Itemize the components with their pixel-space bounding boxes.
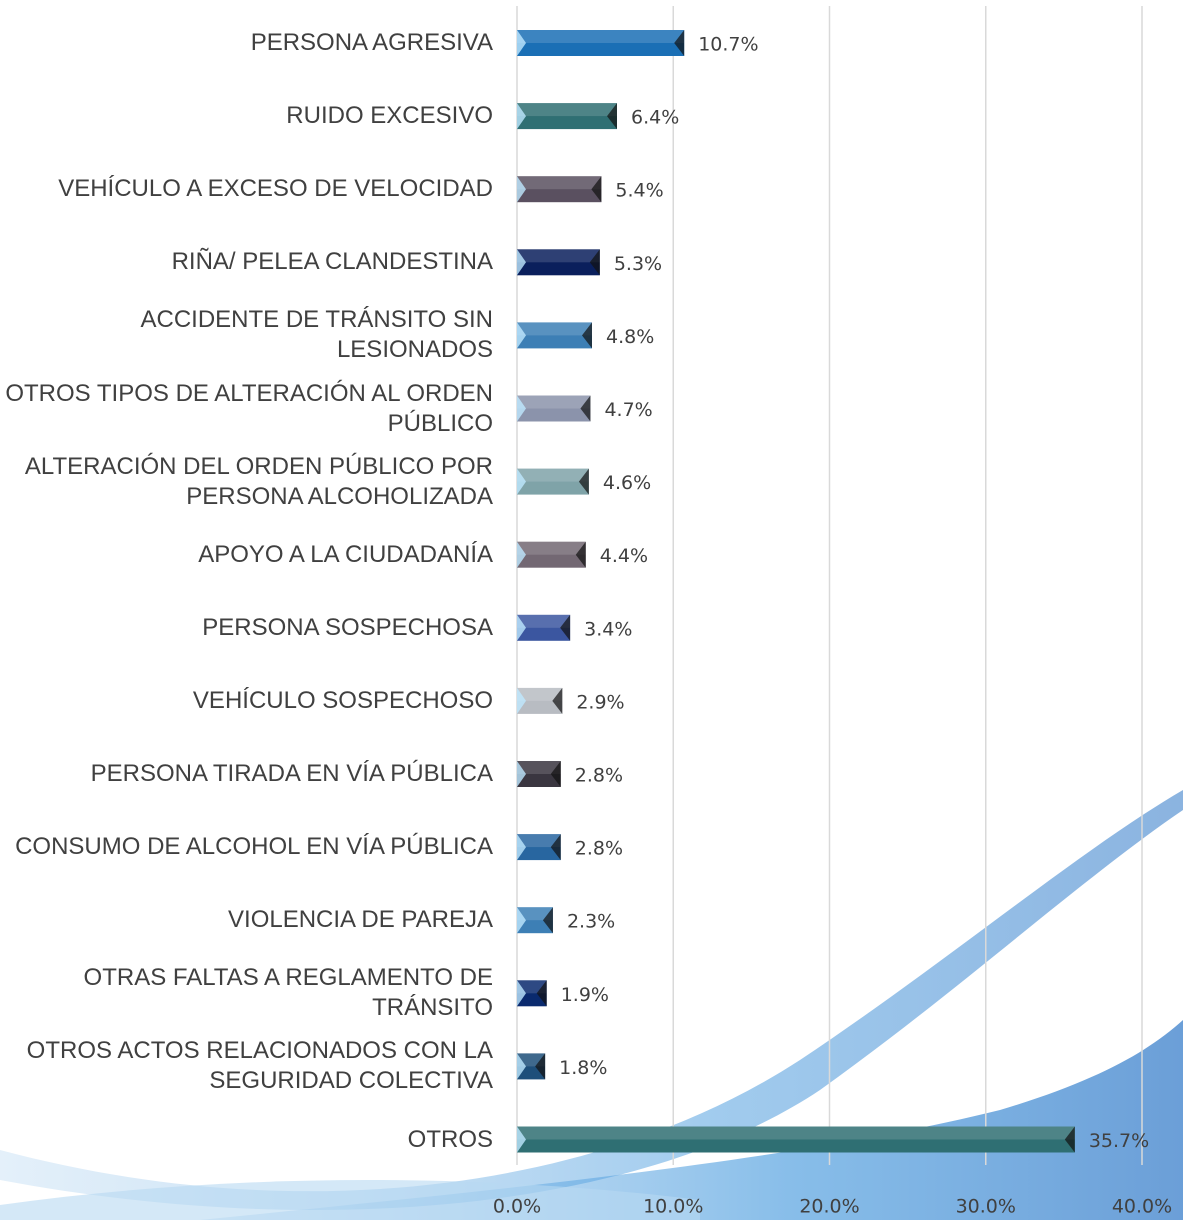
- bar-bevel-left: [517, 322, 526, 349]
- bar-highlight: [517, 761, 561, 774]
- x-tick-label: 30.0%: [956, 1196, 1016, 1218]
- bar-highlight: [517, 103, 617, 117]
- bar-highlight: [517, 30, 685, 43]
- value-label: 2.3%: [567, 911, 615, 933]
- y-tick-label: VIOLENCIA DE PAREJA: [228, 906, 493, 934]
- bar-bevel-right: [582, 322, 592, 349]
- y-tick-label: CONSUMO DE ALCOHOL EN VÍA PÚBLICA: [15, 833, 493, 861]
- value-label: 4.7%: [604, 399, 652, 421]
- value-label: 5.4%: [615, 180, 663, 202]
- bar-bevel-right: [552, 687, 563, 714]
- value-label: 3.4%: [584, 618, 632, 640]
- bar-bevel-left: [517, 1126, 526, 1153]
- bar-bevel-right: [550, 761, 561, 787]
- value-label: 2.9%: [576, 691, 624, 713]
- y-tick-label: ACCIDENTE DE TRÁNSITO SIN LESIONADOS: [140, 306, 494, 364]
- bar-bevel-right: [536, 980, 547, 1007]
- y-tick-label: VEHÍCULO SOSPECHOSO: [192, 686, 493, 714]
- y-tick-label: RUIDO EXCESIVO: [286, 102, 493, 130]
- bar-highlight: [517, 614, 571, 628]
- bar: [517, 541, 586, 568]
- value-label: 5.3%: [614, 253, 662, 275]
- bar-bevel-left: [517, 1053, 526, 1080]
- bar-bevel-right: [560, 614, 571, 641]
- y-tick-label: OTROS ACTOS RELACIONADOS CON LA SEGURIDA…: [26, 1037, 493, 1095]
- bar-bevel-left: [517, 30, 526, 56]
- bar-highlight: [517, 1126, 1075, 1140]
- bar-bevel-right: [607, 103, 617, 130]
- bar-highlight: [517, 322, 592, 336]
- bar-highlight: [517, 907, 553, 921]
- y-tick-label: ALTERACIÓN DEL ORDEN PÚBLICO POR PERSONA…: [24, 452, 493, 510]
- bar-bevel-left: [517, 980, 526, 1007]
- bar-bevel-left: [517, 176, 526, 203]
- y-tick-label: PERSONA SOSPECHOSA: [202, 613, 493, 641]
- bar-bevel-right: [580, 395, 591, 422]
- value-label: 2.8%: [575, 838, 623, 860]
- bar-bevel-right: [1064, 1126, 1075, 1153]
- value-label: 4.6%: [603, 472, 651, 494]
- value-label: 2.8%: [575, 765, 623, 787]
- bar-bevel-left: [517, 541, 526, 568]
- bar-bevel-right: [674, 30, 685, 56]
- bar-bevel-right: [550, 834, 561, 861]
- bar-highlight: [517, 541, 586, 555]
- bar-bevel-right: [591, 176, 602, 203]
- bar-bevel-right: [575, 541, 586, 568]
- x-tick-label: 10.0%: [643, 1196, 703, 1218]
- bar-bevel-right: [589, 249, 600, 276]
- background-waves: [0, 790, 1183, 1220]
- y-tick-label: VEHÍCULO A EXCESO DE VELOCIDAD: [58, 175, 493, 203]
- bar-bevel-left: [517, 614, 526, 641]
- bar-bevel-left: [517, 468, 526, 495]
- bar-bevel-left: [517, 249, 526, 276]
- value-label: 1.9%: [561, 984, 609, 1006]
- bar-bevel-right: [578, 468, 589, 495]
- value-label: 35.7%: [1089, 1130, 1149, 1152]
- y-tick-label: APOYO A LA CIUDADANÍA: [198, 540, 493, 568]
- y-tick-label: RIÑA/ PELEA CLANDESTINA: [171, 248, 493, 276]
- x-tick-label: 0.0%: [493, 1196, 541, 1218]
- bar: [517, 176, 602, 203]
- y-tick-label: PERSONA AGRESIVA: [250, 29, 493, 56]
- bar-highlight: [517, 176, 602, 190]
- bar-highlight: [517, 834, 561, 848]
- y-tick-label: OTROS: [407, 1125, 493, 1153]
- value-label: 1.8%: [559, 1057, 607, 1079]
- value-label: 6.4%: [631, 107, 679, 129]
- bar-highlight: [517, 395, 591, 409]
- bar-bevel-right: [535, 1053, 546, 1080]
- bar-bevel-left: [517, 761, 526, 787]
- bar: [517, 103, 617, 130]
- bar-bevel-right: [542, 907, 553, 934]
- bar: [517, 30, 685, 56]
- bar: [517, 249, 600, 276]
- bar-highlight: [517, 468, 589, 482]
- bar: [517, 322, 592, 349]
- bar-highlight: [517, 249, 600, 263]
- y-tick-label: PERSONA TIRADA EN VÍA PÚBLICA: [90, 760, 493, 787]
- y-tick-label: OTROS TIPOS DE ALTERACIÓN AL ORDEN PÚBLI…: [5, 379, 493, 437]
- y-tick-label: OTRAS FALTAS A REGLAMENTO DE TRÁNSITO: [83, 964, 493, 1022]
- value-label: 4.8%: [606, 326, 654, 348]
- bar: [517, 468, 589, 495]
- bar: [517, 395, 591, 422]
- bar-bevel-left: [517, 103, 526, 130]
- bar-highlight: [517, 687, 563, 701]
- bar-bevel-left: [517, 395, 526, 422]
- bar: [517, 1126, 1075, 1153]
- x-tick-label: 40.0%: [1112, 1196, 1172, 1218]
- value-label: 10.7%: [698, 34, 758, 56]
- bar-bevel-left: [517, 687, 526, 714]
- value-label: 4.4%: [600, 545, 648, 567]
- bar-bevel-left: [517, 834, 526, 861]
- x-tick-label: 20.0%: [799, 1196, 859, 1218]
- bar-bevel-left: [517, 907, 526, 934]
